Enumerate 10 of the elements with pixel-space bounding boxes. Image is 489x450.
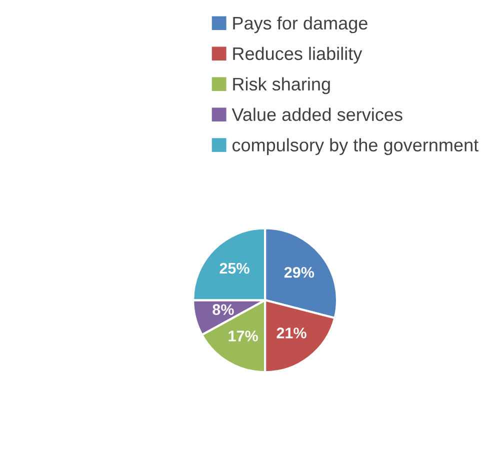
legend-label: Pays for damage: [233, 16, 368, 34]
data-label: 25%: [220, 262, 250, 274]
data-label: 29%: [284, 266, 314, 278]
legend-label: Risk sharing: [233, 77, 330, 94]
legend-label: compulsory by the government: [232, 138, 478, 156]
data-label: 8%: [212, 304, 234, 315]
legend-label: Value added services: [232, 108, 402, 122]
data-label: 21%: [276, 328, 306, 338]
legend-label: Reduces liability: [233, 46, 362, 64]
data-label: 17%: [228, 330, 258, 342]
